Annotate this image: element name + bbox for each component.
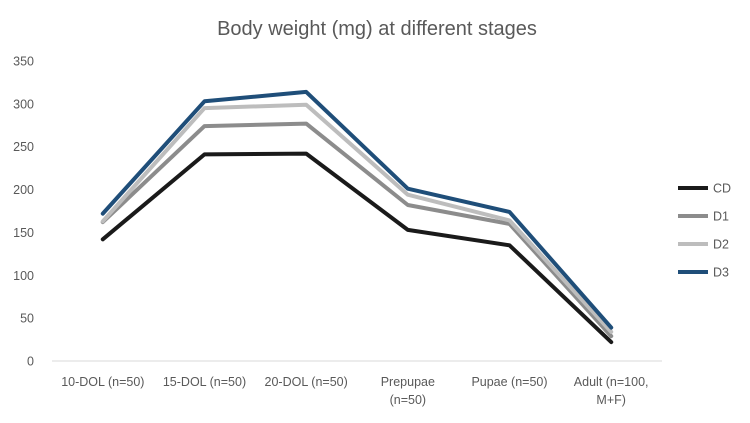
series-line-d1 [100,121,614,339]
y-tick-label: 0 [27,355,34,369]
legend: CD D1 D2 D3 [678,182,731,280]
x-tick-label: 10-DOL (n=50) [61,375,144,389]
x-tick-label: Adult (n=100, M+F) [574,375,649,407]
x-tick-label-line: M+F) [596,393,626,407]
x-tick-label: Pupae (n=50) [471,375,547,389]
legend-label-d3: D3 [713,266,729,280]
x-axis: 10-DOL (n=50) 15-DOL (n=50) 20-DOL (n=50) P… [52,360,662,407]
y-tick-label: 150 [13,226,34,240]
y-tick-label: 250 [13,140,34,154]
x-tick-label-line: 15-DOL (n=50) [163,375,246,389]
y-tick-label: 200 [13,183,34,197]
y-tick-label: 300 [13,97,34,111]
y-tick-label: 350 [13,55,34,69]
chart-title: Body weight (mg) at different stages [217,18,537,40]
y-tick-label: 50 [20,312,34,326]
series-layer [100,89,614,345]
x-tick-label: 20-DOL (n=50) [265,375,348,389]
y-axis: 0 50 100 150 200 250 300 350 [13,55,34,369]
legend-label-cd: CD [713,182,731,196]
x-tick-label: 15-DOL (n=50) [163,375,246,389]
legend-label-d2: D2 [713,238,729,252]
series-line-d3 [100,89,614,330]
x-tick-label: Prepupae (n=50) [381,375,435,407]
x-tick-label-line: 20-DOL (n=50) [265,375,348,389]
x-tick-label-line: (n=50) [390,393,426,407]
x-tick-label-line: Adult (n=100, [574,375,649,389]
series-line-d2 [100,102,614,334]
x-tick-label-line: Prepupae [381,375,435,389]
y-tick-label: 100 [13,269,34,283]
legend-label-d1: D1 [713,210,729,224]
series-line-cd [100,151,614,345]
x-tick-label-line: Pupae (n=50) [471,375,547,389]
x-tick-label-line: 10-DOL (n=50) [61,375,144,389]
